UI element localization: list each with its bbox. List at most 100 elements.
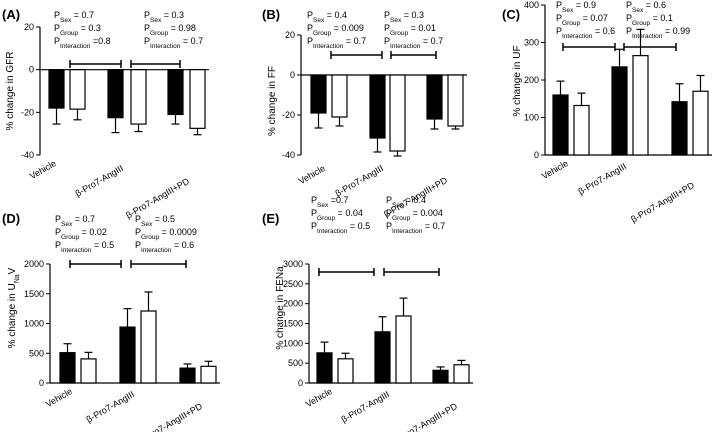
p-value-text: PSex = 0.6 [626, 0, 666, 14]
bar [432, 369, 449, 384]
category-label: β-Pro7-AngIII [333, 163, 385, 199]
p-subscript: Sex [632, 7, 644, 14]
p-value: = 0.07 [580, 13, 608, 23]
bar [453, 364, 470, 384]
p-symbol: P [307, 23, 313, 33]
p-symbol: P [54, 36, 60, 46]
panel-b: (B) -40 -20 0 20 % change in FF Vehicle β-Pro7-… [262, 7, 467, 219]
category-label: β-Pro7-AngIII [84, 389, 136, 425]
bar [671, 101, 688, 156]
p-value: = 0.4 [324, 10, 347, 20]
category-label: Vehicle [304, 386, 334, 409]
y-tick-label: 20 [24, 22, 34, 32]
y-tick-label: 0 [29, 65, 34, 75]
p-value: = 0.3 [161, 10, 184, 20]
y-tick-label: 400 [524, 0, 539, 10]
p-value-text: PGroup = 0.07 [556, 13, 608, 27]
y-axis-label-suffix: V [7, 267, 18, 274]
p-value-text: PSex = 0.3 [384, 10, 424, 24]
p-symbol: P [556, 13, 562, 23]
category-label: β-Pro7-AngIII+PD [137, 401, 204, 432]
p-symbol: P [386, 195, 392, 205]
bar [189, 69, 206, 129]
category-label: Vehicle [44, 386, 74, 409]
bar [130, 69, 147, 125]
y-tick-label: 2000 [24, 259, 44, 269]
p-symbol: P [626, 13, 632, 23]
p-symbol: P [626, 26, 632, 36]
p-subscript: Sex [150, 17, 162, 24]
p-value: = 0.6 [643, 0, 666, 10]
p-value: = 0.004 [410, 208, 443, 218]
p-value: = 0.7 [343, 36, 366, 46]
bar [426, 74, 443, 120]
p-value: = 0.99 [662, 26, 690, 36]
p-value-text: PGroup = 0.1 [626, 13, 673, 27]
bar [337, 358, 354, 384]
p-symbol: P [307, 10, 313, 20]
panel-label: (C) [502, 7, 520, 22]
p-value-text: PInteraction = 0.7 [144, 36, 203, 50]
category-label: β-Pro7-AngIII+PD [392, 401, 459, 432]
bar [692, 90, 709, 156]
p-value-text: PInteraction = 0.5 [311, 221, 370, 235]
bar [48, 69, 65, 109]
p-symbol: P [384, 10, 390, 20]
y-tick-label: 2500 [283, 279, 303, 289]
bar [573, 104, 590, 156]
p-value-text: PInteraction = 0.99 [626, 26, 690, 40]
panel-a: (A) -40 -20 0 20 % change in GFR Vehicle β-Pro7… [2, 7, 209, 220]
p-value-text: PInteraction = 0.7 [384, 36, 443, 50]
y-tick-label: -20 [21, 107, 34, 117]
bar [167, 69, 184, 116]
p-subscript: Interaction [390, 43, 421, 50]
bar [611, 66, 628, 156]
p-symbol: P [144, 23, 150, 33]
p-value: = 0.01 [408, 23, 436, 33]
p-value: = 0.6 [171, 240, 194, 250]
p-subscript: Sex [390, 17, 402, 24]
p-subscript: Sex [313, 17, 325, 24]
bar [395, 315, 412, 384]
p-subscript: Sex [562, 7, 574, 14]
p-value-text: PGroup = 0.004 [386, 208, 443, 222]
p-symbol: P [556, 0, 562, 10]
p-value-text: PInteraction = 0.7 [386, 221, 445, 235]
bar [179, 367, 196, 384]
y-tick-label: 500 [288, 358, 303, 368]
y-axis-label-text: % change in U [7, 283, 18, 348]
p-subscript: Sex [60, 17, 72, 24]
p-subscript: Interaction [61, 247, 92, 254]
p-subscript: Interaction [141, 247, 172, 254]
p-subscript: Group [317, 215, 335, 222]
p-value-text: PSex = 0.3 [144, 10, 184, 24]
y-axis-label: % change in GFR [5, 52, 16, 131]
p-subscript: Sex [61, 221, 73, 228]
p-value-text: PSex = 0.4 [307, 10, 347, 24]
p-value-text: PInteraction =0.8 [54, 36, 111, 50]
y-tick-label: 300 [524, 38, 539, 48]
p-value-text: PSex = 0.5 [135, 214, 175, 228]
p-subscript: Group [562, 20, 580, 27]
p-value: = 0.7 [420, 36, 443, 46]
p-value: = 0.7 [72, 214, 95, 224]
category-label: β-Pro7-AngIII [339, 389, 391, 425]
y-tick-label: 200 [524, 75, 539, 85]
y-tick-label: -20 [282, 110, 295, 120]
category-label: Vehicle [540, 158, 570, 181]
p-value-text: PInteraction = 0.5 [55, 240, 114, 254]
p-subscript: Group [390, 30, 408, 37]
p-symbol: P [384, 36, 390, 46]
category-label: Vehicle [28, 158, 58, 181]
p-value: = 0.98 [168, 23, 196, 33]
p-value-text: PInteraction = 0.6 [135, 240, 194, 254]
p-symbol: P [144, 10, 150, 20]
bar [552, 94, 569, 156]
p-subscript: Sex [317, 202, 329, 209]
p-value: = 0.02 [79, 227, 107, 237]
p-symbol: P [311, 195, 317, 205]
p-symbol: P [54, 23, 60, 33]
y-tick-label: 0 [290, 70, 295, 80]
p-symbol: P [135, 240, 141, 250]
